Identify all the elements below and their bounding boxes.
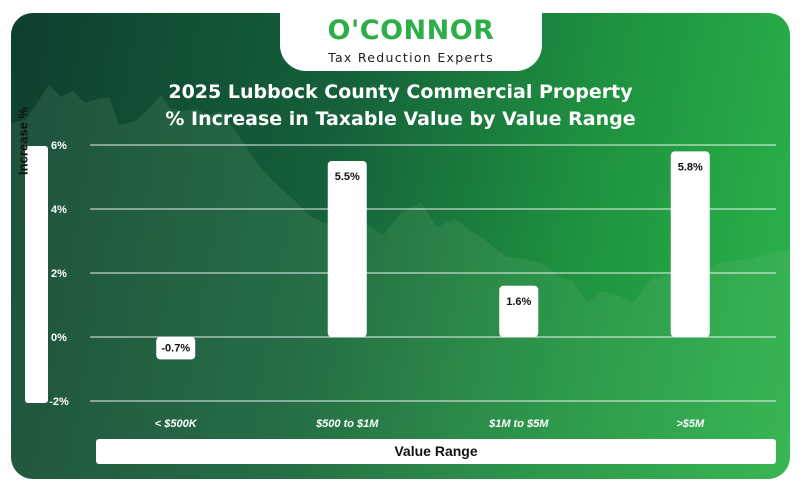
x-tick-label: $1M to $5M: [488, 418, 549, 430]
logo-wordmark: O'CONNOR: [327, 15, 495, 46]
chart-title: 2025 Lubbock County Commercial Property: [168, 81, 633, 103]
y-tick-label: 6%: [51, 140, 67, 152]
bar: [156, 337, 196, 360]
bar: [670, 151, 710, 337]
x-axis-label: Value Range: [96, 439, 776, 464]
chart-card: O'CONNOR Tax Reduction Experts 2025 Lubb…: [11, 13, 790, 479]
data-label: -0.7%: [161, 342, 190, 354]
plot-area: -2% 0% 2% 4% 6% -0.7% < $500K 5.5% $500 to $1M 1.…: [49, 140, 776, 430]
chart-subtitle: % Increase in Taxable Value by Value Ran…: [165, 108, 636, 130]
logo-tagline: Tax Reduction Experts: [328, 50, 494, 65]
bar: [499, 285, 539, 337]
logo: O'CONNOR Tax Reduction Experts: [280, 13, 542, 71]
data-label: 5.5%: [335, 171, 360, 183]
background-mountain-silhouette: [11, 85, 790, 479]
x-tick-label: < $500K: [155, 418, 198, 430]
y-tick-label: 4%: [51, 204, 67, 216]
y-tick-label: -2%: [49, 396, 69, 408]
x-tick-label: $500 to $1M: [315, 418, 379, 430]
y-axis-label-box: [25, 146, 48, 403]
data-label: 5.8%: [678, 161, 703, 173]
y-tick-label: 0%: [51, 332, 67, 344]
bar: [327, 161, 367, 337]
x-tick-label: >$5M: [676, 418, 705, 430]
data-label: 1.6%: [506, 296, 531, 308]
y-tick-label: 2%: [51, 268, 67, 280]
